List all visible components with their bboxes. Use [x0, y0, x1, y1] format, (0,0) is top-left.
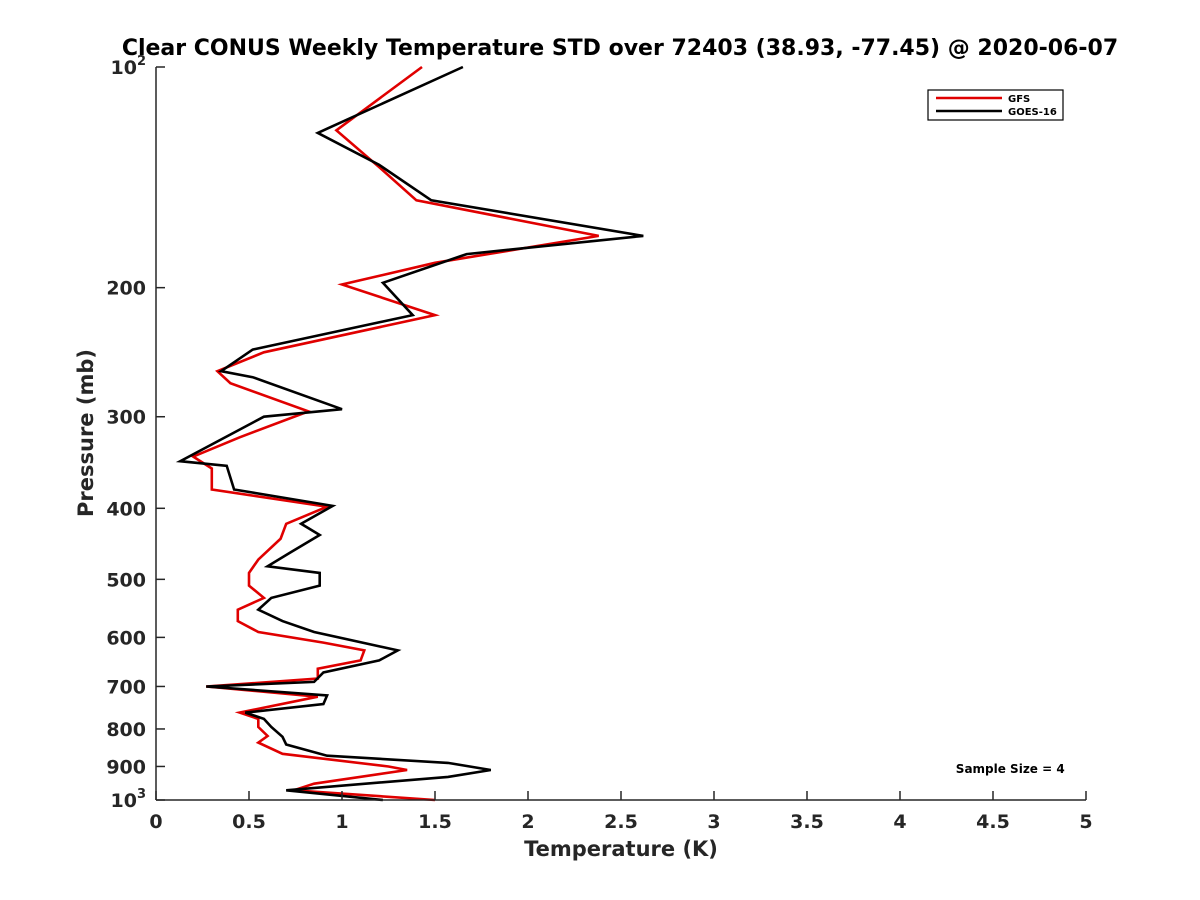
series-line-goes-16 — [175, 65, 644, 802]
x-tick-label: 1 — [335, 811, 348, 833]
y-tick-label: 300 — [106, 407, 146, 429]
y-tick-label: 200 — [106, 278, 146, 300]
y-tick-label: 500 — [106, 569, 146, 591]
y-tick-label: 102 — [111, 54, 147, 79]
x-tick-label: 0 — [149, 811, 162, 833]
legend-label-gfs: GFS — [1008, 94, 1030, 105]
annotations: Sample Size = 4 — [956, 762, 1065, 776]
series-layer — [175, 65, 644, 802]
x-tick-label: 3.5 — [790, 811, 824, 833]
legend-box — [927, 89, 1064, 121]
legend-label-goes-16: GOES-16 — [1008, 107, 1057, 118]
y-tick-label: 600 — [106, 627, 146, 649]
annotation-sample-size: Sample Size = 4 — [956, 762, 1065, 776]
y-tick-label: 900 — [106, 756, 146, 778]
legend: GFS GOES-16 — [927, 89, 1064, 121]
y-tick-label: 103 — [111, 787, 147, 812]
x-tick-label: 1.5 — [418, 811, 452, 833]
x-tick-label: 0.5 — [232, 811, 266, 833]
y-tick-label: 400 — [106, 498, 146, 520]
chart-title: Clear CONUS Weekly Temperature STD over … — [122, 36, 1118, 61]
y-ticks: 102 200 300 400 500 600 700 800 900 103 — [106, 54, 165, 812]
x-tick-label: 4.5 — [976, 811, 1010, 833]
x-tick-label: 3 — [707, 811, 720, 833]
x-tick-label: 2 — [521, 811, 534, 833]
x-tick-label: 2.5 — [604, 811, 638, 833]
y-tick-label: 800 — [106, 719, 146, 741]
y-tick-label: 700 — [106, 676, 146, 698]
x-tick-label: 5 — [1079, 811, 1092, 833]
x-axis-label: Temperature (K) — [524, 837, 718, 861]
plot-area — [156, 67, 1086, 800]
x-ticks: 0 0.5 1 1.5 2 2.5 3 3.5 4 4.5 5 — [149, 791, 1093, 833]
x-tick-label: 4 — [893, 811, 906, 833]
y-axis-label: Pressure (mb) — [74, 349, 98, 517]
series-line-gfs — [190, 65, 599, 802]
